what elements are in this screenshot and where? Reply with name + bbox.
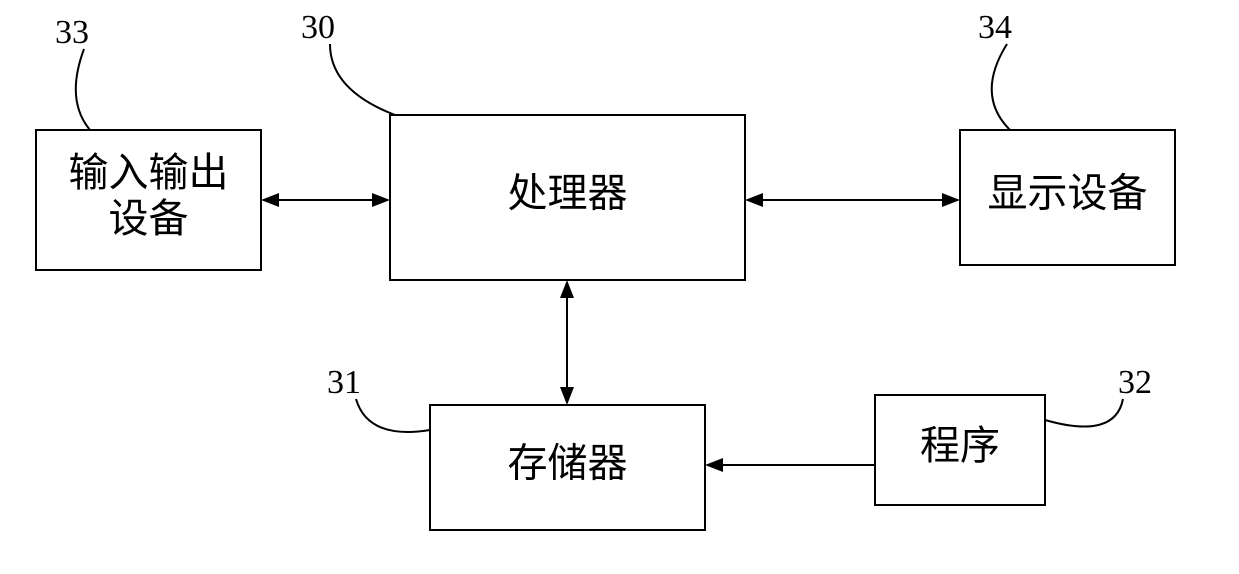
arrowhead [261, 193, 279, 207]
refnum-processor: 30 [301, 9, 335, 46]
arrowhead [560, 280, 574, 298]
arrowhead [705, 458, 723, 472]
leader-memory [356, 399, 430, 432]
arrowhead [745, 193, 763, 207]
node-memory-label: 存储器 [508, 441, 628, 486]
leader-program [1045, 399, 1123, 427]
leader-io [76, 49, 90, 130]
node-processor-label: 处理器 [508, 171, 628, 216]
block-diagram: 输入输出设备 处理器 显示设备存储器 程序 33 30 34 31 32 [0, 0, 1239, 574]
node-io-label: 输入输出 [69, 150, 229, 195]
node-display-label: 显示设备 [988, 171, 1148, 216]
arrowhead [372, 193, 390, 207]
refnum-io: 33 [55, 14, 89, 51]
node-program-label: 程序 [920, 423, 1000, 468]
leader-display [992, 44, 1010, 130]
refnum-program: 32 [1118, 364, 1152, 401]
node-io-label: 设备 [109, 196, 189, 241]
leader-processor [330, 44, 395, 115]
arrowhead [942, 193, 960, 207]
arrowhead [560, 387, 574, 405]
refnum-memory: 31 [327, 364, 361, 401]
refnum-display: 34 [978, 9, 1012, 46]
